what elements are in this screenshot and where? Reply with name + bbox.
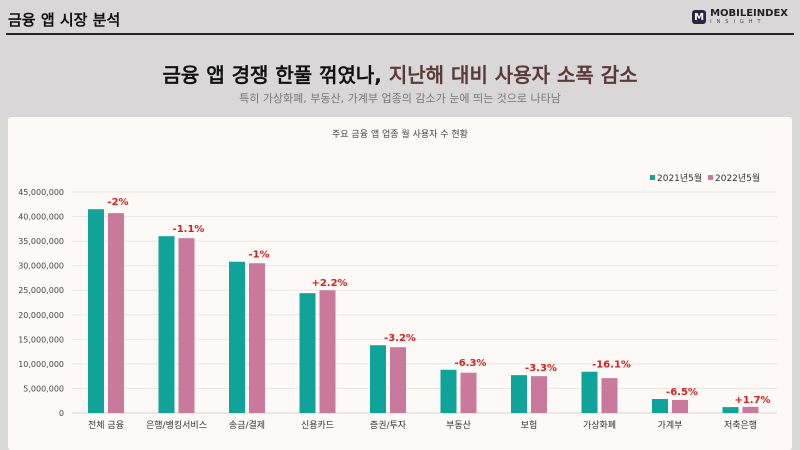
change-label: -16.1% (592, 360, 631, 371)
header-divider (6, 33, 794, 35)
legend-label: 2022년5월 (715, 172, 760, 184)
change-label: -3.3% (525, 363, 557, 374)
bar-2022 (108, 213, 124, 413)
change-label: +2.2% (311, 278, 347, 289)
y-tick-label: 45,000,000 (18, 188, 64, 197)
change-label: -2% (107, 197, 128, 208)
y-tick-label: 25,000,000 (18, 286, 64, 295)
bar-2021 (229, 261, 245, 413)
section-title: 금융 앱 시장 분석 (8, 11, 121, 29)
headline: 금융 앱 경쟁 한풀 꺾였나, 지난해 대비 사용자 소폭 감소 (0, 59, 800, 88)
y-tick-label: 30,000,000 (18, 262, 64, 271)
legend-label: 2021년5월 (657, 172, 702, 184)
x-tick-label: 가상화폐 (583, 419, 616, 431)
y-tick-label: 40,000,000 (18, 213, 64, 222)
y-tick-label: 15,000,000 (18, 335, 64, 344)
x-tick-label: 증권/투자 (370, 419, 407, 431)
change-label: -6.5% (666, 387, 698, 398)
x-tick-label: 부동산 (446, 420, 471, 431)
change-label: -6.3% (455, 358, 487, 369)
bar-2022 (249, 263, 265, 413)
bar-2021 (511, 375, 527, 413)
bar-2021 (158, 236, 175, 413)
y-tick-label: 0 (59, 409, 64, 418)
bar-2022 (178, 238, 195, 413)
bar-2022 (601, 378, 618, 413)
legend-swatch (708, 175, 713, 180)
bar-2021 (652, 399, 668, 413)
logo-sub: INSIGHT (710, 19, 766, 25)
logo: M MOBILEINDEX INSIGHT (692, 9, 788, 25)
x-tick-label: 전체 금융 (88, 420, 124, 431)
bar-2022 (319, 290, 336, 413)
logo-text: MOBILEINDEX (710, 8, 788, 19)
bar-2022 (460, 372, 477, 413)
headline-main: 금융 앱 경쟁 한풀 꺾였나, (162, 63, 389, 87)
bar-2021 (722, 407, 739, 413)
x-tick-label: 신용카드 (301, 420, 334, 431)
change-label: -1.1% (173, 224, 205, 235)
logo-mark-icon: M (692, 10, 707, 24)
bar-2021 (88, 209, 104, 413)
bar-2021 (299, 293, 316, 413)
y-tick-label: 35,000,000 (18, 237, 64, 246)
x-tick-label: 가계부 (658, 419, 683, 431)
x-tick-label: 보험 (521, 420, 538, 431)
bar-2022 (672, 399, 688, 413)
legend-swatch (650, 175, 655, 180)
bar-2022 (390, 347, 406, 413)
x-tick-label: 저축은행 (724, 419, 757, 431)
y-tick-label: 20,000,000 (18, 311, 64, 320)
bar-2021 (440, 369, 457, 413)
headline-accent: 지난해 대비 사용자 소폭 감소 (388, 63, 638, 87)
change-label: -1% (248, 250, 269, 261)
x-tick-label: 송금/결제 (229, 420, 265, 431)
bar-2021 (581, 371, 598, 413)
bar-2022 (531, 376, 547, 413)
change-label: +1.7% (734, 395, 770, 406)
x-tick-label: 은행/뱅킹서비스 (146, 419, 207, 431)
chart-title: 주요 금융 앱 업종 월 사용자 수 현황 (332, 128, 468, 140)
change-label: -3.2% (384, 333, 416, 344)
y-tick-label: 10,000,000 (18, 360, 64, 369)
bar-2022 (742, 406, 759, 413)
bar-2021 (370, 345, 386, 413)
y-tick-label: 5,000,000 (23, 384, 64, 393)
subtitle: 특히 가상화폐, 부동산, 가계부 업종의 감소가 눈에 띄는 것으로 나타남 (239, 92, 561, 105)
